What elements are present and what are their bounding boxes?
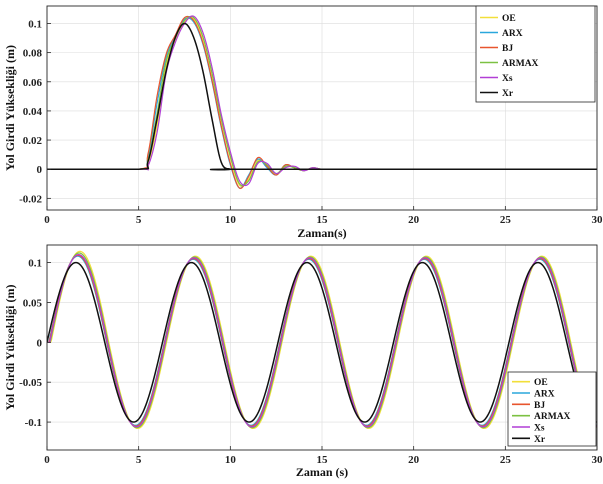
legend-label-xr: Xr — [502, 89, 514, 99]
x-tick-label: 5 — [136, 454, 142, 466]
y-tick-label: 0 — [37, 337, 43, 349]
legend-box — [507, 371, 597, 447]
series-line-xs — [47, 254, 597, 428]
chart-top-road-input: 0 5 10 15 20 25 30-0.0200.020.040.060.080.1Zam… — [3, 5, 603, 240]
x-axis-label: Zaman (s) — [296, 465, 348, 479]
x-tick-label: 30 — [592, 214, 603, 226]
x-tick-label: 20 — [408, 454, 420, 466]
legend-label-arx: ARX — [534, 390, 555, 400]
y-tick-label: 0.1 — [28, 18, 42, 30]
x-tick-label: 15 — [317, 454, 329, 466]
y-axis-label: Yol Girdi Yüksekliği (m) — [3, 285, 17, 411]
x-tick-label: 5 — [136, 214, 142, 226]
y-tick-label: 0.06 — [23, 77, 43, 89]
series-group — [47, 250, 597, 430]
x-tick-label: 10 — [225, 454, 237, 466]
x-tick-label: 20 — [408, 214, 420, 226]
y-tick-label: 0.1 — [28, 258, 42, 270]
y-axis-label: Yol Girdi Yüksekliği (m) — [3, 45, 17, 171]
y-tick-label: -0.05 — [19, 377, 42, 389]
y-tick-label: 0.04 — [23, 106, 43, 118]
y-tick-label: -0.1 — [25, 417, 42, 429]
legend-label-arx: ARX — [502, 29, 523, 39]
series-line-armax — [47, 252, 597, 429]
legend-label-xs: Xs — [534, 424, 545, 434]
legend-label-xr: Xr — [534, 435, 546, 445]
x-axis-label: Zaman(s) — [297, 226, 346, 240]
series-line-oe — [47, 250, 597, 430]
x-tick-label: 15 — [317, 214, 329, 226]
legend-label-bj: BJ — [534, 401, 545, 411]
x-tick-label: 10 — [225, 214, 237, 226]
y-tick-label: 0.05 — [23, 297, 43, 309]
legend-label-armax: ARMAX — [534, 412, 571, 422]
chart-bottom-road-input: 0 5 10 15 20 25 30 -0.1 -0.05 0 0.05 0.1 Zaman (s) Yo… — [3, 244, 603, 479]
series-line-xr — [47, 22, 597, 171]
x-tick-label: 0 — [44, 214, 50, 226]
legend-label-armax: ARMAX — [502, 59, 539, 69]
series-group — [47, 15, 597, 190]
x-tick-label: 0 — [44, 454, 50, 466]
y-tick-label: -0.02 — [19, 193, 42, 205]
series-line-xr — [47, 261, 597, 423]
legend-label-oe: OE — [502, 14, 516, 24]
series-line-xs — [47, 15, 597, 187]
legend-label-bj: BJ — [502, 44, 513, 54]
x-tick-label: 25 — [500, 214, 512, 226]
legend-label-xs: Xs — [502, 74, 513, 84]
y-tick-label: 0 — [37, 164, 43, 176]
legend: OE ARX BJ ARMAX Xs Xr — [475, 5, 596, 103]
x-tick-label: 25 — [500, 454, 512, 466]
y-tick-label: 0.02 — [23, 135, 43, 147]
legend-label-oe: OE — [534, 378, 548, 388]
y-tick-label: 0.08 — [23, 48, 43, 60]
legend-box — [475, 5, 596, 103]
x-tick-label: 30 — [592, 454, 603, 466]
